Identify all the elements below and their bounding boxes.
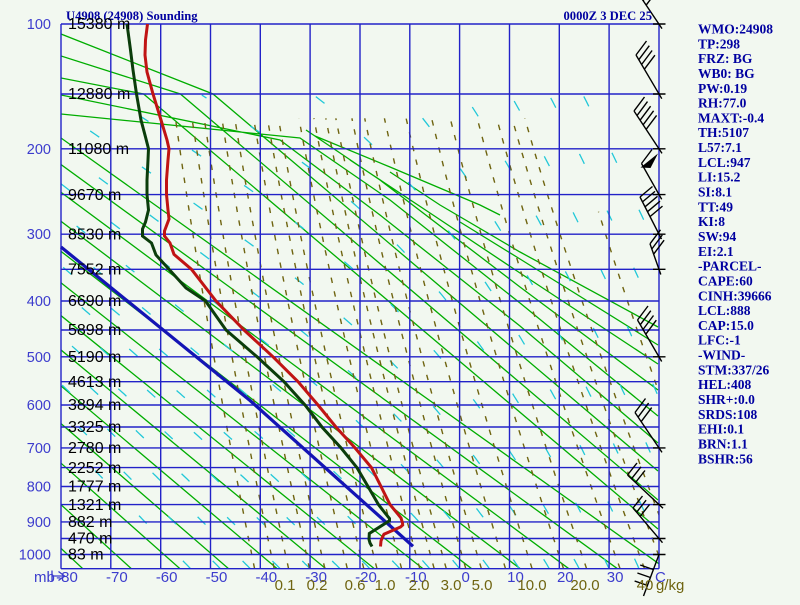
svg-text:7552 m: 7552 m <box>68 261 121 278</box>
svg-text:20.0: 20.0 <box>570 577 599 594</box>
svg-text:500: 500 <box>27 350 51 366</box>
svg-text:EHI:0.1: EHI:0.1 <box>698 422 744 437</box>
svg-text:mb: mb <box>34 569 55 586</box>
svg-text:470 m: 470 m <box>68 531 112 548</box>
svg-text:2252 m: 2252 m <box>68 460 121 477</box>
svg-text:WB0: BG: WB0: BG <box>698 66 755 81</box>
svg-text:-10: -10 <box>405 569 427 586</box>
svg-text:SI:8.1: SI:8.1 <box>698 185 732 200</box>
svg-text:3325 m: 3325 m <box>68 419 121 436</box>
svg-text:1000: 1000 <box>19 548 51 564</box>
svg-text:EI:2.1: EI:2.1 <box>698 244 734 259</box>
svg-text:C: C <box>655 569 666 586</box>
svg-text:HEL:408: HEL:408 <box>698 377 752 392</box>
svg-text:3.0: 3.0 <box>441 577 462 594</box>
svg-text:CAP:15.0: CAP:15.0 <box>698 318 754 333</box>
svg-text:600: 600 <box>27 398 51 414</box>
svg-text:200: 200 <box>27 142 51 158</box>
svg-text:0.1: 0.1 <box>275 577 296 594</box>
svg-text:CAPE:60: CAPE:60 <box>698 273 753 288</box>
svg-text:TP:298: TP:298 <box>698 36 740 51</box>
svg-text:20: 20 <box>557 569 574 586</box>
svg-text:15380 m: 15380 m <box>68 16 130 33</box>
svg-text:8530 m: 8530 m <box>68 226 121 243</box>
svg-text:LCL:947: LCL:947 <box>698 155 751 170</box>
svg-text:-WIND-: -WIND- <box>698 348 745 363</box>
svg-text:STM:337/26: STM:337/26 <box>698 362 770 377</box>
svg-text:BRN:1.1: BRN:1.1 <box>698 436 748 451</box>
svg-text:100: 100 <box>27 17 51 33</box>
svg-text:300: 300 <box>27 227 51 243</box>
svg-text:83 m: 83 m <box>68 547 104 564</box>
svg-text:0.6: 0.6 <box>345 577 366 594</box>
svg-text:TT:49: TT:49 <box>698 199 733 214</box>
svg-text:-30: -30 <box>305 569 327 586</box>
svg-text:CINH:39666: CINH:39666 <box>698 288 772 303</box>
svg-text:-70: -70 <box>106 569 128 586</box>
svg-text:-60: -60 <box>156 569 178 586</box>
svg-text:KI:8: KI:8 <box>698 214 725 229</box>
svg-text:-40: -40 <box>255 569 277 586</box>
svg-text:FRZ: BG: FRZ: BG <box>698 51 753 66</box>
svg-text:PW:0.19: PW:0.19 <box>698 81 747 96</box>
svg-text:g/kg: g/kg <box>656 577 684 594</box>
svg-text:RH:77.0: RH:77.0 <box>698 96 747 111</box>
svg-text:BSHR:56: BSHR:56 <box>698 451 753 466</box>
svg-text:1321 m: 1321 m <box>68 497 121 514</box>
svg-text:40: 40 <box>637 577 654 594</box>
svg-text:5190 m: 5190 m <box>68 349 121 366</box>
svg-text:900: 900 <box>27 515 51 531</box>
svg-text:L57:7.1: L57:7.1 <box>698 140 742 155</box>
svg-text:U4908 (24908) Sounding: U4908 (24908) Sounding <box>66 9 198 23</box>
svg-text:-PARCEL-: -PARCEL- <box>698 259 762 274</box>
svg-text:700: 700 <box>27 441 51 457</box>
svg-text:LFC:-1: LFC:-1 <box>698 333 741 348</box>
svg-text:0000Z 3 DEC 25: 0000Z 3 DEC 25 <box>563 9 652 23</box>
svg-text:SRDS:108: SRDS:108 <box>698 407 758 422</box>
svg-text:0.2: 0.2 <box>307 577 328 594</box>
svg-text:2780 m: 2780 m <box>68 440 121 457</box>
svg-text:MAXT:-0.4: MAXT:-0.4 <box>698 110 764 125</box>
svg-text:10.0: 10.0 <box>517 577 546 594</box>
svg-text:4613 m: 4613 m <box>68 374 121 391</box>
svg-text:2.0: 2.0 <box>409 577 430 594</box>
svg-text:SHR+:0.0: SHR+:0.0 <box>698 392 755 407</box>
svg-text:3894 m: 3894 m <box>68 397 121 414</box>
svg-text:400: 400 <box>27 294 51 310</box>
svg-text:800: 800 <box>27 480 51 496</box>
svg-text:5898 m: 5898 m <box>68 322 121 339</box>
svg-text:SW:94: SW:94 <box>698 229 737 244</box>
svg-text:9670 m: 9670 m <box>68 187 121 204</box>
svg-text:30: 30 <box>607 569 624 586</box>
svg-text:6690 m: 6690 m <box>68 293 121 310</box>
svg-text:-50: -50 <box>206 569 228 586</box>
svg-text:0: 0 <box>461 569 469 586</box>
svg-text:TH:5107: TH:5107 <box>698 125 749 140</box>
svg-text:LI:15.2: LI:15.2 <box>698 170 741 185</box>
svg-text:LCL:888: LCL:888 <box>698 303 751 318</box>
svg-text:10: 10 <box>507 569 524 586</box>
svg-text:882 m: 882 m <box>68 514 112 531</box>
svg-text:5.0: 5.0 <box>472 577 493 594</box>
svg-text:-20: -20 <box>355 569 377 586</box>
svg-text:1.0: 1.0 <box>375 577 396 594</box>
svg-text:WMO:24908: WMO:24908 <box>698 22 773 37</box>
svg-text:12880 m: 12880 m <box>68 86 130 103</box>
svg-text:1777 m: 1777 m <box>68 479 121 496</box>
svg-text:11080 m: 11080 m <box>68 141 129 158</box>
